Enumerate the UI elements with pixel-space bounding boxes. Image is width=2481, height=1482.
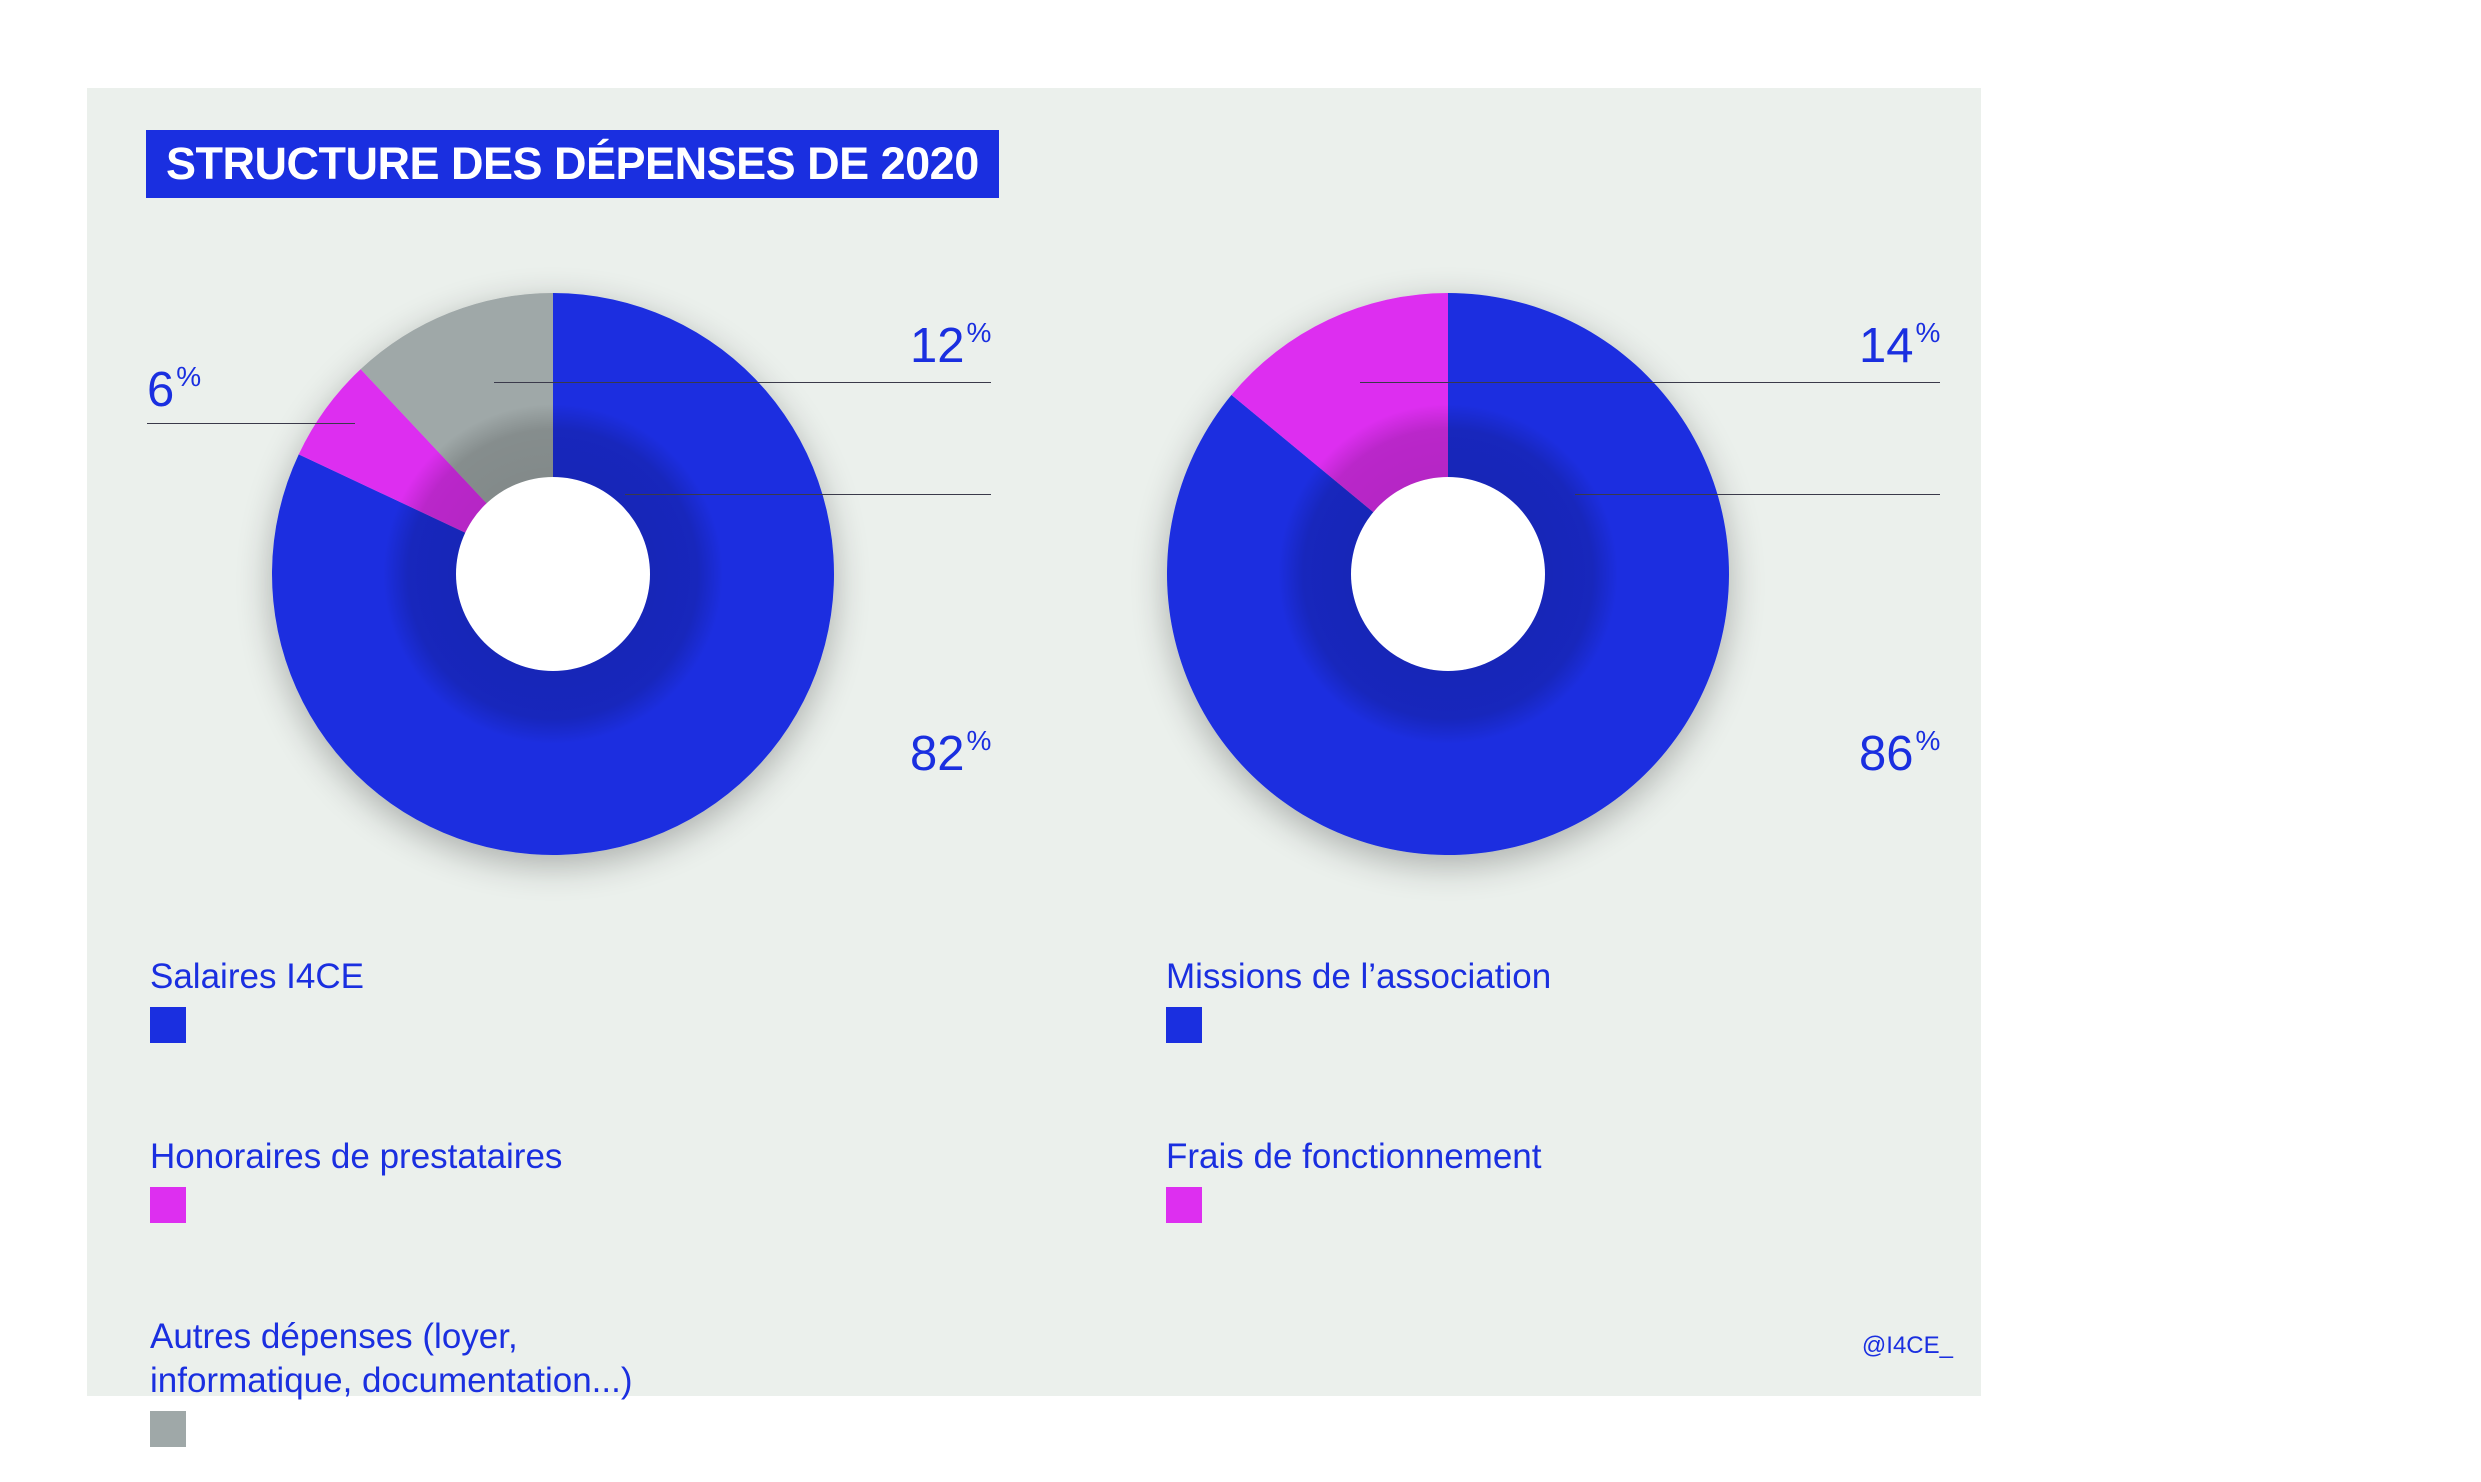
credit-handle: @I4CE_: [1861, 1332, 1953, 1359]
percent-symbol: %: [1915, 725, 1941, 756]
percent-value: 86: [1859, 727, 1914, 781]
leader-line: [1575, 494, 1940, 495]
donut-hole: [456, 477, 650, 671]
leader-line: [494, 382, 991, 383]
leader-line: [1360, 382, 1940, 383]
donut-hole: [1351, 477, 1545, 671]
legend-label-line: Honoraires de prestataires: [150, 1137, 563, 1176]
legend-label-line: informatique, documentation...): [150, 1361, 633, 1400]
legend-label: Honoraires de prestataires: [150, 1135, 562, 1179]
legend-label-line: Frais de fonctionnement: [1166, 1137, 1542, 1176]
slice-value-label: 86%: [1859, 727, 1940, 781]
legend-label: Autres dépenses (loyer, informatique, doc…: [150, 1315, 632, 1403]
slice-value-label: 14%: [1859, 319, 1940, 373]
legend-swatch: [1166, 1187, 1202, 1223]
slice-value-label: 6%: [147, 363, 201, 417]
legend-label-line: Missions de l’association: [1166, 957, 1552, 996]
legend-swatch: [150, 1411, 186, 1447]
percent-symbol: %: [176, 361, 202, 392]
legend-swatch: [150, 1187, 186, 1223]
legend-label-line: Autres dépenses (loyer,: [150, 1317, 518, 1356]
percent-symbol: %: [966, 317, 992, 348]
legend-swatch: [1166, 1007, 1202, 1043]
leader-line: [147, 423, 355, 424]
legend-swatch: [150, 1007, 186, 1043]
legend-label-line: Salaires I4CE: [150, 957, 364, 996]
slice-value-label: 12%: [910, 319, 991, 373]
percent-symbol: %: [1915, 317, 1941, 348]
percent-value: 82: [910, 727, 965, 781]
percent-value: 6: [147, 363, 175, 417]
leader-line: [625, 494, 991, 495]
slice-value-label: 82%: [910, 727, 991, 781]
percent-symbol: %: [966, 725, 992, 756]
legend-label: Frais de fonctionnement: [1166, 1135, 1541, 1179]
chart-title: STRUCTURE DES DÉPENSES DE 2020: [146, 130, 999, 198]
legend-label: Missions de l’association: [1166, 955, 1551, 999]
percent-value: 12: [910, 319, 965, 373]
legend-label: Salaires I4CE: [150, 955, 364, 999]
percent-value: 14: [1859, 319, 1914, 373]
